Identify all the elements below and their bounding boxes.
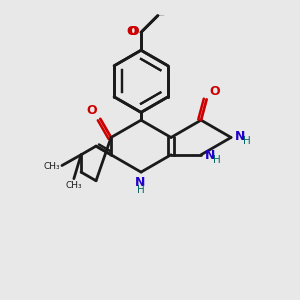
- Text: CH₃: CH₃: [66, 181, 82, 190]
- Text: methoxy: methoxy: [159, 14, 165, 16]
- Text: O: O: [129, 25, 139, 38]
- Text: N: N: [205, 149, 215, 163]
- Text: CH₃: CH₃: [44, 162, 60, 171]
- Text: N: N: [135, 176, 145, 189]
- Text: O: O: [86, 104, 97, 117]
- Text: H: H: [136, 185, 144, 195]
- Text: H: H: [243, 136, 251, 146]
- Text: O: O: [209, 85, 220, 98]
- Text: O: O: [127, 25, 137, 38]
- Text: H: H: [213, 154, 221, 165]
- Text: N: N: [235, 130, 245, 143]
